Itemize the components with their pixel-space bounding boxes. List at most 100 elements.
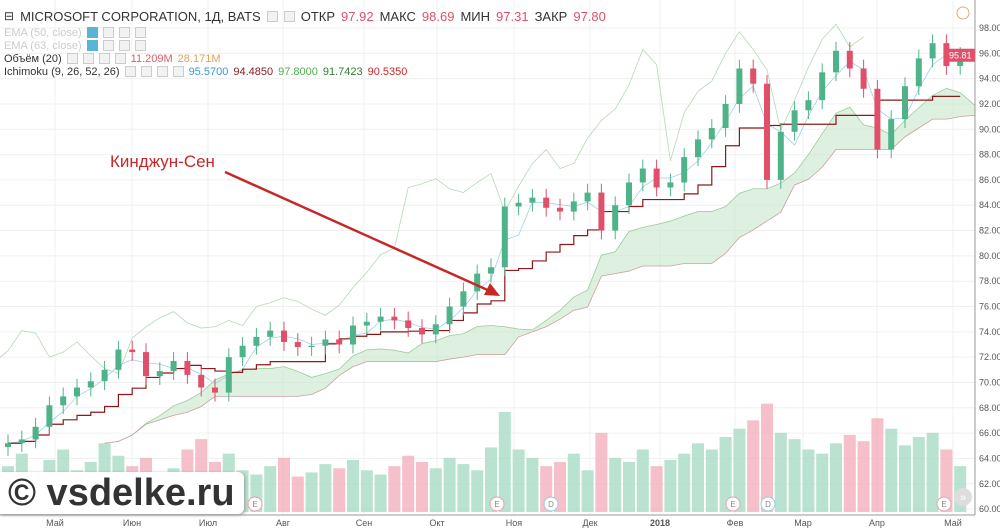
candle	[446, 306, 453, 325]
candle	[695, 139, 701, 158]
x-tick-label: Июн	[123, 518, 141, 528]
volume-bar	[692, 443, 704, 512]
candle	[708, 128, 715, 140]
watermark: © vsdelke.ru	[0, 472, 244, 514]
low-label: МИН	[460, 8, 491, 24]
candle	[363, 321, 370, 326]
senkou-span-b	[104, 114, 1000, 444]
indicator-control-icon[interactable]	[156, 66, 168, 77]
y-tick-label: 92.00	[979, 99, 1000, 109]
indicator-control-icon[interactable]	[86, 40, 98, 51]
indicator-name[interactable]: Ichimoku (9, 26, 52, 26)	[4, 65, 120, 78]
indicator-value: 90.5350	[367, 65, 408, 78]
indicator-name[interactable]: EMA (63, close)	[4, 39, 82, 52]
y-tick-label: 82.00	[979, 226, 1000, 236]
volume-bar	[650, 466, 663, 512]
low-value: 97.31	[496, 8, 529, 24]
indicator-control-icon[interactable]	[172, 66, 184, 77]
symbol-row: ⊟ MICROSOFT CORPORATION, 1Д, BATS ОТКР 97…	[4, 6, 606, 26]
indicator-value: 97.8000	[278, 65, 318, 78]
candle	[764, 83, 770, 180]
volume-bar	[567, 453, 580, 512]
volume-bar	[843, 434, 856, 512]
indicator-control-icon[interactable]	[118, 27, 130, 38]
settings-icon[interactable]	[283, 10, 295, 22]
candle	[777, 131, 784, 180]
candle	[846, 50, 853, 69]
symbol-title[interactable]: MICROSOFT CORPORATION, 1Д, BATS	[20, 8, 261, 24]
indicator-row[interactable]: EMA (63, close)	[4, 39, 606, 52]
indicator-control-icon[interactable]	[114, 53, 126, 64]
candle	[570, 201, 577, 212]
candle	[888, 119, 895, 150]
candle	[294, 341, 301, 348]
annotation-arrow	[224, 170, 493, 294]
indicator-value: 95.5700	[188, 65, 229, 78]
indicator-value: 28.171M	[177, 52, 221, 65]
candle	[681, 157, 688, 183]
candle	[653, 168, 660, 188]
indicator-control-icon[interactable]	[134, 40, 146, 51]
volume-bar	[498, 412, 511, 512]
candle	[819, 72, 826, 101]
indicator-control-icon[interactable]	[140, 66, 152, 77]
y-tick-label: 72.00	[979, 352, 1000, 362]
candle	[501, 206, 508, 268]
volume-bar	[416, 462, 428, 512]
event-marker	[936, 496, 952, 512]
indicator-control-icon[interactable]	[102, 40, 114, 51]
candle	[18, 439, 25, 444]
event-label: E	[730, 500, 735, 509]
arrow-head-icon	[484, 283, 500, 296]
collapse-icon[interactable]: ⊟	[4, 9, 15, 23]
high-label: МАКС	[379, 8, 416, 24]
event-marker	[725, 496, 741, 512]
candle	[350, 325, 356, 345]
candle	[322, 339, 329, 346]
indicator-control-icon[interactable]	[134, 27, 146, 38]
candle	[915, 58, 922, 87]
candle	[750, 68, 757, 84]
candle	[74, 387, 80, 397]
volume-bar	[595, 432, 608, 512]
indicator-control-icon[interactable]	[118, 40, 130, 51]
x-tick-label: Авг	[276, 518, 291, 528]
indicator-row[interactable]: Ichimoku (9, 26, 52, 26) 95.5700 94.4850 97…	[4, 65, 606, 78]
volume-bar	[429, 468, 442, 512]
volume-bar	[402, 455, 415, 512]
indicator-control-icon[interactable]	[102, 27, 114, 38]
scroll-right-button[interactable]	[954, 488, 972, 506]
candle	[612, 205, 619, 231]
volume-bar	[360, 470, 373, 512]
high-value: 98.69	[421, 8, 455, 24]
eye-icon[interactable]	[266, 10, 278, 22]
indicator-control-icon[interactable]	[82, 53, 94, 64]
ichimoku-cloud	[104, 88, 1000, 444]
candle	[60, 396, 67, 406]
y-tick-label: 60.00	[979, 504, 1000, 514]
indicator-control-icon[interactable]	[66, 53, 78, 64]
volume-bar	[733, 428, 746, 512]
indicator-name[interactable]: Объём (20)	[4, 52, 62, 65]
candle	[626, 182, 632, 206]
indicator-control-icon[interactable]	[86, 27, 98, 38]
volume-bar	[802, 449, 815, 512]
candle	[198, 374, 205, 388]
volume-bar	[926, 432, 939, 512]
volume-bar	[664, 459, 677, 512]
indicator-row[interactable]: EMA (50, close)	[4, 26, 606, 39]
volume-bar	[264, 466, 277, 512]
event-marker	[247, 496, 263, 512]
x-tick-label: Сен	[356, 518, 373, 528]
volume-bar	[885, 428, 898, 512]
candle	[184, 360, 191, 375]
candle	[336, 339, 343, 345]
x-tick-label: Фев	[727, 518, 744, 528]
candle	[929, 43, 936, 59]
indicator-control-icon[interactable]	[124, 66, 136, 77]
indicator-row[interactable]: Объём (20) 11.209M 28.171M	[4, 52, 606, 65]
volume-bar	[609, 457, 622, 512]
indicator-control-icon[interactable]	[98, 53, 110, 64]
indicator-name[interactable]: EMA (50, close)	[4, 26, 82, 39]
